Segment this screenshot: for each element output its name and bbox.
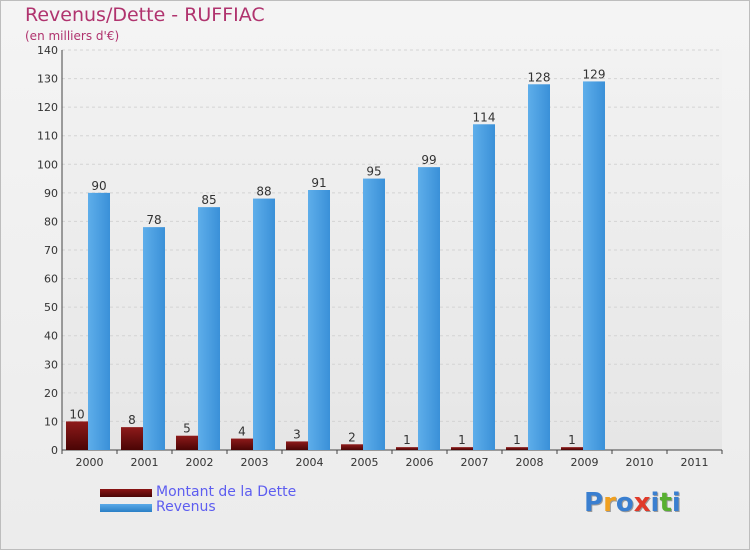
data-label-revenue: 114 bbox=[473, 110, 496, 124]
x-tick-label: 2003 bbox=[241, 456, 269, 469]
bar-revenue bbox=[143, 227, 165, 450]
x-tick-label: 2007 bbox=[461, 456, 489, 469]
data-label-debt: 8 bbox=[128, 413, 136, 427]
y-tick-label: 20 bbox=[44, 387, 58, 400]
data-label-revenue: 78 bbox=[146, 213, 161, 227]
y-tick-label: 80 bbox=[44, 215, 58, 228]
logo-letter: i bbox=[650, 488, 660, 518]
x-tick-label: 2005 bbox=[351, 456, 379, 469]
logo-letter: i bbox=[671, 488, 681, 518]
data-label-revenue: 129 bbox=[583, 67, 606, 81]
bar-debt bbox=[561, 447, 583, 450]
bar-debt bbox=[341, 444, 363, 450]
logo-letter: r bbox=[603, 488, 616, 518]
y-tick-label: 10 bbox=[44, 415, 58, 428]
x-tick-label: 2000 bbox=[76, 456, 104, 469]
data-label-debt: 4 bbox=[238, 425, 246, 439]
x-tick-label: 2010 bbox=[626, 456, 654, 469]
logo-letter: t bbox=[659, 488, 672, 518]
data-label-debt: 1 bbox=[458, 433, 466, 447]
bar-debt bbox=[451, 447, 473, 450]
legend-swatch-revenue bbox=[100, 504, 152, 512]
bar-revenue bbox=[418, 167, 440, 450]
y-tick-label: 120 bbox=[37, 101, 58, 114]
data-label-revenue: 91 bbox=[311, 176, 326, 190]
logo-letter: x bbox=[633, 488, 651, 518]
legend-label-debt: Montant de la Dette bbox=[156, 484, 297, 500]
y-tick-label: 30 bbox=[44, 358, 58, 371]
x-tick-label: 2004 bbox=[296, 456, 324, 469]
bar-debt bbox=[286, 441, 308, 450]
y-tick-label: 100 bbox=[37, 158, 58, 171]
proxiti-logo: Proxiti bbox=[584, 488, 681, 518]
x-tick-label: 2009 bbox=[571, 456, 599, 469]
data-label-debt: 10 bbox=[69, 407, 84, 421]
data-label-revenue: 128 bbox=[528, 70, 551, 84]
bar-revenue bbox=[473, 124, 495, 451]
data-label-revenue: 99 bbox=[421, 153, 436, 167]
bar-revenue bbox=[253, 198, 275, 450]
data-label-debt: 3 bbox=[293, 427, 301, 441]
x-tick-label: 2001 bbox=[131, 456, 159, 469]
y-tick-label: 60 bbox=[44, 273, 58, 286]
bar-debt bbox=[66, 421, 88, 450]
bar-revenue bbox=[88, 192, 110, 450]
bar-revenue bbox=[308, 190, 330, 450]
y-tick-label: 90 bbox=[44, 187, 58, 200]
chart-subtitle: (en milliers d'€) bbox=[25, 29, 120, 43]
x-tick-label: 2002 bbox=[186, 456, 214, 469]
logo-letter: o bbox=[615, 488, 634, 518]
legend-swatch-debt bbox=[100, 489, 152, 497]
y-tick-label: 70 bbox=[44, 244, 58, 257]
bar-debt bbox=[121, 427, 143, 450]
bar-debt bbox=[506, 447, 528, 450]
logo-letter: P bbox=[584, 488, 604, 518]
y-tick-label: 0 bbox=[51, 444, 58, 457]
bar-revenue bbox=[583, 81, 605, 450]
bar-revenue bbox=[528, 84, 550, 451]
y-tick-label: 40 bbox=[44, 330, 58, 343]
y-tick-label: 50 bbox=[44, 301, 58, 314]
data-label-revenue: 95 bbox=[366, 165, 381, 179]
data-label-debt: 1 bbox=[403, 433, 411, 447]
x-tick-label: 2011 bbox=[681, 456, 709, 469]
data-label-revenue: 90 bbox=[91, 179, 106, 193]
data-label-debt: 5 bbox=[183, 422, 191, 436]
data-label-revenue: 85 bbox=[201, 193, 216, 207]
bar-debt bbox=[396, 447, 418, 450]
bar-revenue bbox=[198, 207, 220, 450]
x-tick-label: 2006 bbox=[406, 456, 434, 469]
legend-label-revenue: Revenus bbox=[156, 499, 216, 515]
x-tick-label: 2008 bbox=[516, 456, 544, 469]
bar-debt bbox=[231, 438, 253, 450]
chart-title: Revenus/Dette - RUFFIAC bbox=[25, 4, 265, 26]
y-tick-label: 110 bbox=[37, 130, 58, 143]
data-label-revenue: 88 bbox=[256, 185, 271, 199]
bar-revenue bbox=[363, 178, 385, 451]
y-tick-label: 140 bbox=[37, 44, 58, 57]
bar-debt bbox=[176, 435, 198, 450]
data-label-debt: 1 bbox=[568, 433, 576, 447]
y-tick-label: 130 bbox=[37, 73, 58, 86]
data-label-debt: 2 bbox=[348, 430, 356, 444]
data-label-debt: 1 bbox=[513, 433, 521, 447]
